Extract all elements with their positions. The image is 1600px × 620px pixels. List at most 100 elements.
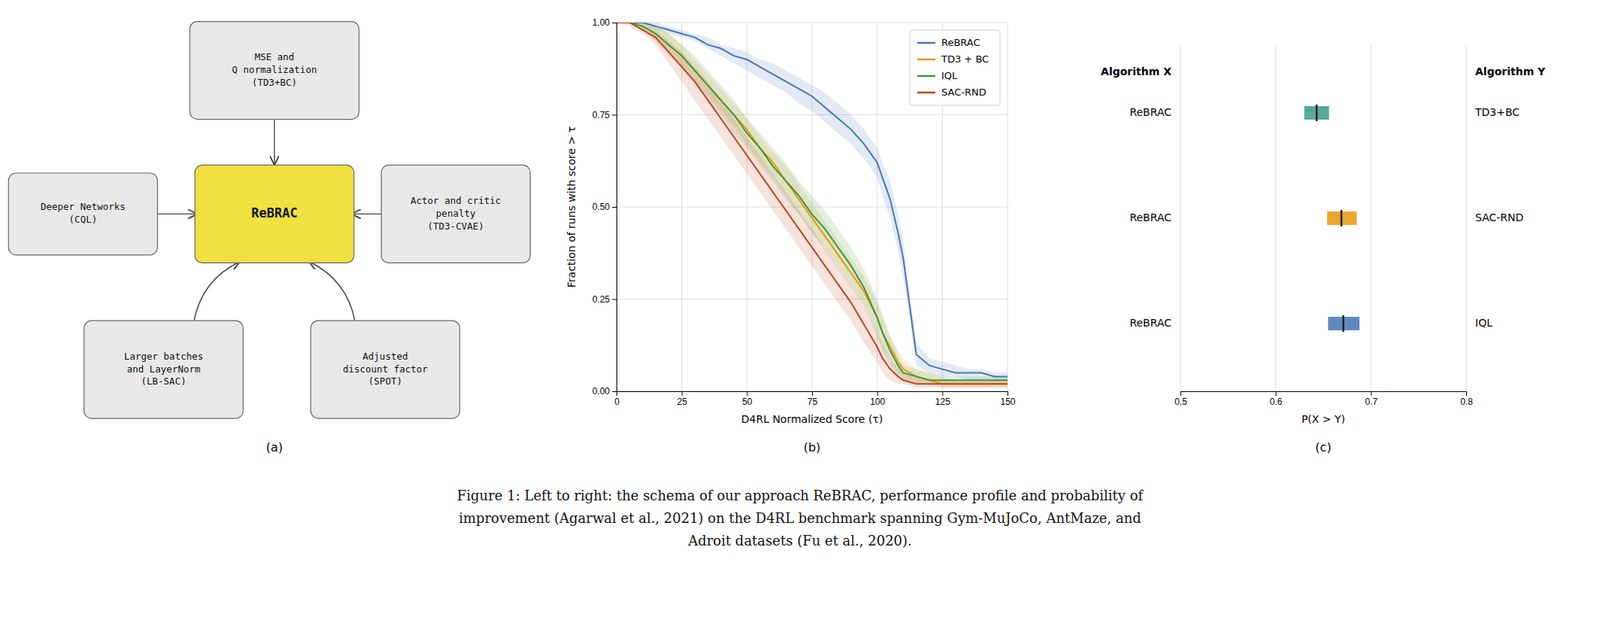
grid-line	[1180, 45, 1182, 391]
flow-node: MSE andQ normalization(TD3+BC)	[190, 21, 360, 120]
figure: ReBRAC MSE andQ normalization(TD3+BC) Deep…	[0, 0, 1600, 620]
flow-arrow	[309, 261, 355, 322]
node-label: Adjusteddiscount factor(SPOT)	[342, 350, 428, 388]
performance-profile: 02550751001251500.000.250.500.751.00D4RL…	[565, 17, 1016, 455]
x-axis: 0.5 0.6 0.7 0.8	[1174, 390, 1473, 407]
caption-line: improvement (Agarwal et al., 2021) on th…	[458, 509, 1142, 526]
tick-label: 0	[614, 396, 620, 407]
node-label-line: (TD3+BC)	[251, 76, 297, 88]
tick-label: 100	[869, 396, 885, 407]
tick-label: 0.25	[592, 293, 611, 305]
caption-line: Adroit datasets (Fu et al., 2020).	[687, 532, 913, 549]
flow-arrow	[193, 261, 240, 322]
grid-line	[616, 114, 1008, 116]
caption: Figure 1: Left to right: the schema of o…	[457, 487, 1145, 549]
node-label: Actor and criticpenalty(TD3-CVAE)	[410, 194, 501, 232]
node-label-line: MSE and	[254, 51, 295, 63]
confidence-band	[616, 22, 1008, 384]
node-label: Deeper Networks(CQL)	[40, 200, 126, 225]
node-box	[84, 320, 244, 419]
confidence-band	[616, 22, 1008, 388]
row-label-y: TD3+BC	[1474, 106, 1520, 119]
flow-node: Larger batchesand LayerNorm(LB-SAC)	[84, 320, 244, 419]
tick-mark	[746, 390, 748, 396]
legend-swatch	[917, 42, 936, 45]
node-label-line: ReBRAC	[251, 205, 297, 221]
node-label-line: Q normalization	[232, 63, 318, 76]
tick-label: 0.75	[592, 109, 611, 121]
flow-arrow	[273, 120, 275, 164]
confidence-band	[616, 22, 1008, 388]
tick-label: 50	[742, 396, 753, 407]
tick-mark	[681, 390, 683, 396]
x-axis-title: D4RL Normalized Score (τ)	[741, 412, 884, 425]
node-box	[8, 172, 158, 255]
tick: 1.00	[592, 17, 617, 28]
legend-label: ReBRAC	[941, 36, 981, 49]
legend-swatch	[917, 75, 936, 78]
tick-label: 0.00	[592, 385, 611, 397]
links	[156, 120, 384, 322]
flow-arrow	[352, 213, 383, 215]
node-label-line: Deeper Networks	[40, 200, 126, 213]
node-label-line: (SPOT)	[368, 375, 403, 387]
node-label-line: and LayerNorm	[127, 363, 201, 375]
node-box	[190, 21, 360, 120]
y-axis-title: Fraction of runs with score > τ	[565, 126, 578, 288]
tick-label: 0.5	[1174, 396, 1188, 407]
flow-node: Actor and criticpenalty(TD3-CVAE)	[381, 164, 531, 263]
node-box	[381, 164, 531, 263]
tick: 0.75	[592, 109, 617, 121]
plot-area	[1304, 104, 1360, 332]
tick-mark	[612, 390, 617, 392]
node-box	[310, 320, 460, 419]
tick-mark	[1007, 390, 1009, 396]
grid-line	[1370, 45, 1372, 391]
axis-line	[612, 23, 618, 392]
tick: 0.5	[1174, 390, 1188, 407]
x-axis: 0255075100125150	[614, 390, 1016, 407]
row-label-x: ReBRAC	[1129, 106, 1172, 119]
tick-mark	[612, 206, 617, 208]
flow-arrow	[156, 213, 197, 215]
tick: 75	[807, 390, 819, 407]
node-label-line: (TD3-CVAE)	[427, 220, 485, 232]
series-line	[616, 22, 1008, 384]
grid	[616, 22, 1008, 391]
row-label-y: IQL	[1475, 316, 1493, 329]
tick: 0.8	[1460, 390, 1473, 407]
plot-area	[616, 22, 1008, 388]
flow-node: ReBRAC	[194, 164, 355, 263]
tick-label: 0.7	[1364, 396, 1378, 407]
node-label: MSE andQ normalization(TD3+BC)	[232, 51, 318, 88]
series-line	[616, 22, 1008, 384]
node-label-line: Larger batches	[124, 350, 204, 362]
tick: 100	[869, 390, 885, 407]
tick-label: 1.00	[592, 17, 611, 28]
grid-line	[1275, 45, 1276, 391]
tick-mark	[612, 115, 617, 116]
tick: 0	[614, 390, 620, 407]
flow-diagram: ReBRAC MSE andQ normalization(TD3+BC) Deep…	[8, 21, 531, 455]
grid	[1180, 45, 1467, 391]
tick-mark	[942, 390, 943, 396]
panel-label: (a)	[266, 439, 283, 455]
row-label-x: ReBRAC	[1129, 316, 1172, 329]
tick: 25	[676, 390, 688, 407]
column-header: Algorithm Y	[1475, 65, 1546, 78]
y-axis: 0.000.250.500.751.00	[592, 17, 618, 397]
series-line	[616, 22, 1008, 380]
grid-line	[1466, 45, 1467, 391]
legend-label: IQL	[941, 69, 958, 82]
node-label-line: Actor and critic	[410, 194, 501, 207]
flow-node: Adjusteddiscount factor(SPOT)	[310, 320, 460, 419]
node-label: ReBRAC	[251, 205, 297, 221]
tick-label: 75	[807, 396, 819, 407]
tick-mark	[1180, 390, 1182, 396]
tick: 0.6	[1269, 390, 1283, 407]
panel-label: (b)	[803, 439, 822, 455]
grid-line	[616, 298, 1008, 300]
tick-mark	[612, 299, 617, 300]
tick: 150	[1000, 390, 1016, 407]
center-marker	[1342, 315, 1345, 332]
